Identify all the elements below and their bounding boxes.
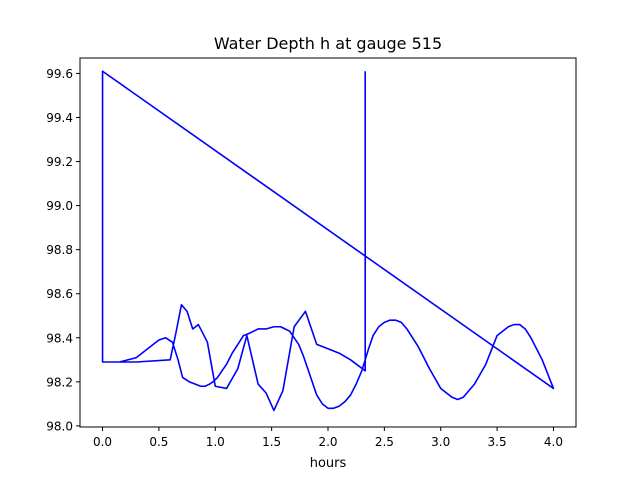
x-tick-label: 3.0 (431, 435, 450, 449)
series-layer (101, 70, 555, 412)
x-tick-label: 3.5 (488, 435, 507, 449)
x-tick-label: 2.5 (375, 435, 394, 449)
x-axis-label: hours (310, 456, 347, 471)
y-tick-label: 99.4 (46, 111, 73, 125)
y-tick-label: 99.0 (46, 199, 73, 213)
y-tick-label: 98.8 (46, 243, 73, 257)
y-tick-label: 98.0 (46, 419, 73, 433)
x-tick-label: 1.0 (206, 435, 225, 449)
y-axis: 98.0 98.2 98.4 98.6 98.8 99.0 99.2 99.4 99.6 (46, 67, 80, 433)
y-tick-label: 98.4 (46, 331, 73, 345)
x-tick-label: 4.0 (544, 435, 563, 449)
y-tick-label: 99.2 (46, 155, 73, 169)
y-tick-label: 99.6 (46, 67, 73, 81)
y-tick-label: 98.2 (46, 375, 73, 389)
x-tick-label: 0.5 (149, 435, 168, 449)
chart-title: Water Depth h at gauge 515 (214, 34, 442, 53)
y-tick-label: 98.6 (46, 287, 73, 301)
x-tick-label: 2.0 (318, 435, 337, 449)
x-tick-label: 1.5 (262, 435, 281, 449)
x-axis: 0.0 0.5 1.0 1.5 2.0 2.5 3.0 3.5 4.0 (93, 427, 563, 449)
x-tick-label: 0.0 (93, 435, 112, 449)
series-line (101, 70, 555, 412)
